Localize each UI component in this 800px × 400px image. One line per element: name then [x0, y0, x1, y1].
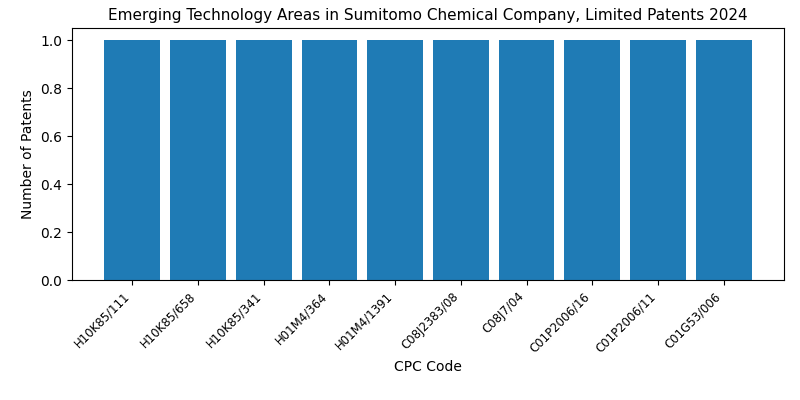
Bar — [367, 40, 423, 280]
Bar — [630, 40, 686, 280]
Bar — [564, 40, 620, 280]
Bar — [170, 40, 226, 280]
X-axis label: CPC Code: CPC Code — [394, 360, 462, 374]
Bar — [104, 40, 160, 280]
Bar — [498, 40, 554, 280]
Y-axis label: Number of Patents: Number of Patents — [21, 89, 34, 219]
Bar — [433, 40, 489, 280]
Bar — [236, 40, 292, 280]
Title: Emerging Technology Areas in Sumitomo Chemical Company, Limited Patents 2024: Emerging Technology Areas in Sumitomo Ch… — [108, 8, 748, 23]
Bar — [302, 40, 358, 280]
Bar — [696, 40, 752, 280]
